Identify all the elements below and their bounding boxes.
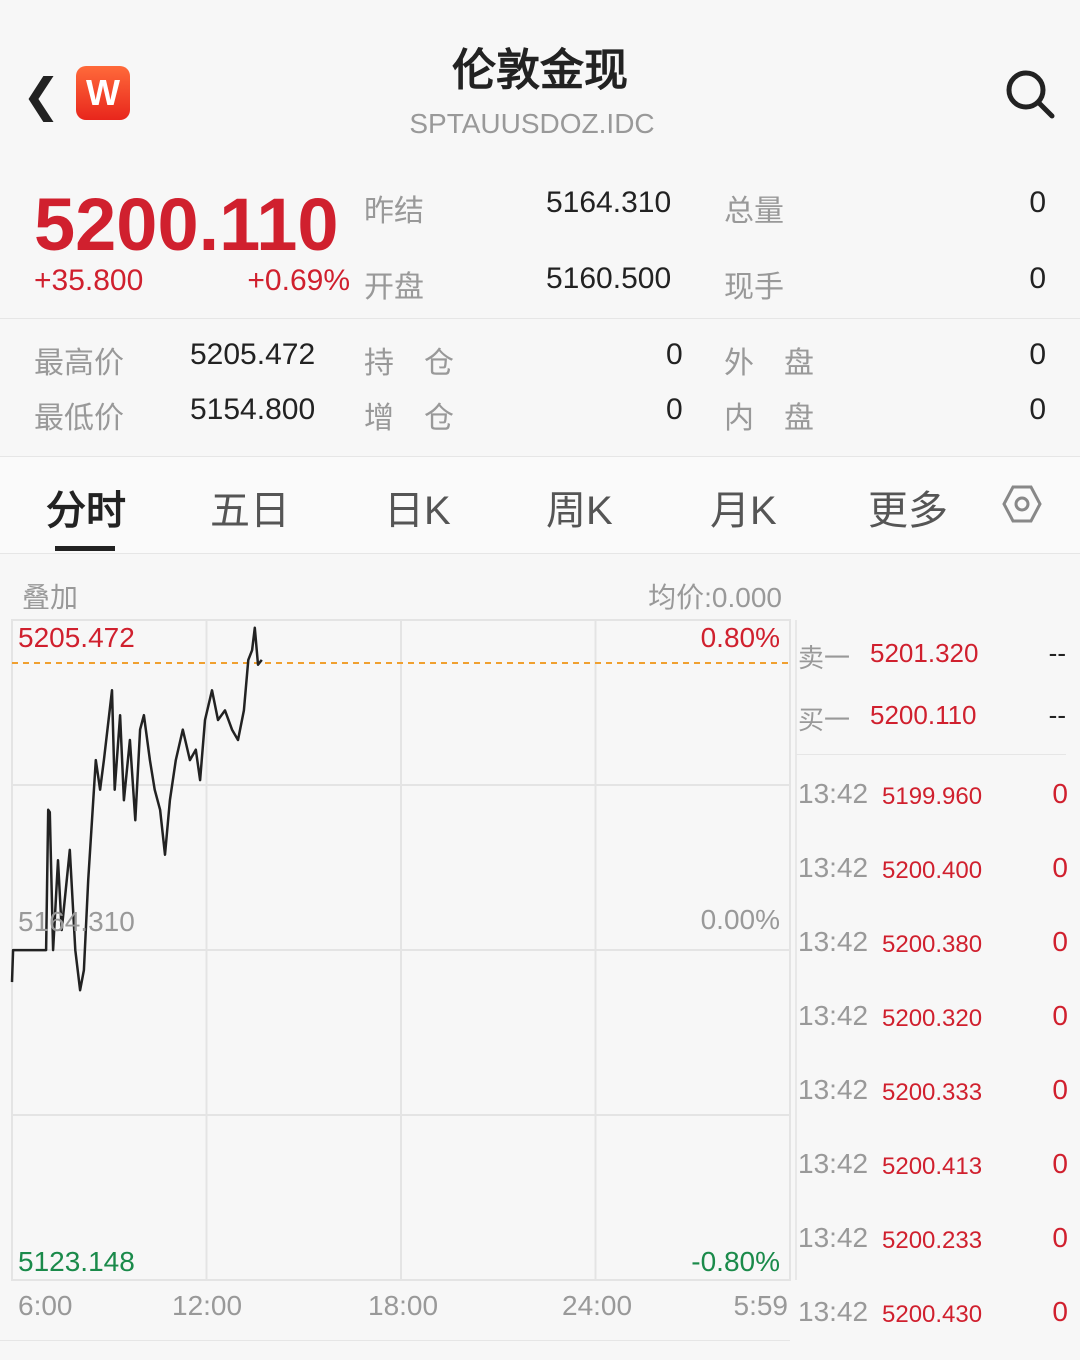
- tick-time: 13:42: [798, 1148, 869, 1179]
- ask1-price: 5201.320: [870, 638, 979, 668]
- symbol-code: SPTAUUSDOZ.IDC: [409, 108, 655, 139]
- low-label: 最低价: [34, 402, 124, 435]
- tick-volume: 0: [1052, 1000, 1068, 1031]
- low-value: 5154.800: [190, 393, 316, 426]
- tick-time: 13:42: [798, 926, 869, 957]
- bid1-price: 5200.110: [870, 700, 977, 730]
- inner-value: 0: [1029, 393, 1046, 426]
- overlay-button[interactable]: 叠加: [22, 582, 79, 613]
- high-value: 5205.472: [190, 338, 316, 371]
- volume-label: 总量: [724, 195, 784, 228]
- tick-volume: 0: [1052, 852, 1068, 883]
- prev-close-label: 昨结: [364, 195, 424, 228]
- tick-time: 13:42: [798, 1222, 869, 1253]
- ask1-label: 卖一: [798, 643, 851, 673]
- high-label: 最高价: [34, 347, 124, 380]
- cur-hand-value: 0: [1029, 262, 1046, 295]
- tab-five-day[interactable]: 五日: [210, 489, 290, 533]
- tick-price: 5200.400: [882, 857, 983, 884]
- app-logo: W: [76, 66, 130, 120]
- tick-price: 5200.333: [882, 1079, 983, 1106]
- bid1-label: 买一: [798, 705, 851, 735]
- x-tick: 5:59: [733, 1290, 789, 1321]
- search-icon[interactable]: [1004, 68, 1056, 120]
- tick-price: 5200.320: [882, 1005, 983, 1032]
- tick-volume: 0: [1052, 1074, 1068, 1105]
- price-line: [10, 626, 263, 992]
- tab-monthly-k[interactable]: 月K: [710, 489, 777, 533]
- tick-volume: 0: [1052, 1148, 1068, 1179]
- tab-weekly-k[interactable]: 周K: [546, 489, 613, 533]
- tab-more[interactable]: 更多: [868, 489, 948, 533]
- page-title: 伦敦金现: [452, 46, 628, 95]
- price-change: +35.800: [34, 264, 144, 297]
- outer-label: 外 盘: [724, 347, 814, 380]
- last-price: 5200.110: [34, 183, 339, 266]
- tab-bar: [0, 456, 1080, 554]
- outer-value: 0: [1029, 338, 1046, 371]
- tick-time: 13:42: [798, 1296, 869, 1327]
- divider: [0, 1340, 790, 1341]
- x-tick: 6:00: [18, 1290, 73, 1321]
- price-change-pct: +0.69%: [247, 264, 350, 297]
- cur-hand-label: 现手: [724, 271, 784, 304]
- y-label-prev-close: 5164.310: [18, 906, 135, 937]
- tick-time: 13:42: [798, 852, 869, 883]
- tick-volume: 0: [1052, 778, 1068, 809]
- oi-change-value: 0: [666, 393, 683, 426]
- x-tick: 24:00: [562, 1290, 633, 1321]
- settings-icon[interactable]: [1002, 484, 1042, 524]
- open-interest-value: 0: [666, 338, 683, 371]
- open-interest-label: 持 仓: [364, 347, 454, 380]
- tick-price: 5199.960: [882, 783, 983, 810]
- tick-time: 13:42: [798, 1000, 869, 1031]
- pct-label-high: 0.80%: [700, 622, 780, 653]
- y-label-high: 5205.472: [18, 622, 135, 653]
- tick-volume: 0: [1052, 1296, 1068, 1327]
- tick-time: 13:42: [798, 778, 869, 809]
- y-label-low: 5123.148: [18, 1246, 135, 1277]
- bid1-volume: --: [1048, 700, 1066, 730]
- tab-daily-k[interactable]: 日K: [384, 489, 451, 533]
- tick-time: 13:42: [798, 1074, 869, 1105]
- oi-change-label: 增 仓: [364, 402, 454, 435]
- ask1-volume: --: [1048, 638, 1066, 668]
- avg-price: 均价:0.000: [648, 582, 782, 613]
- tick-price: 5200.233: [882, 1227, 983, 1254]
- prev-close-value: 5164.310: [546, 186, 672, 219]
- tick-price: 5200.380: [882, 931, 983, 958]
- tick-volume: 0: [1052, 1222, 1068, 1253]
- pct-label-mid: 0.00%: [700, 904, 780, 935]
- open-value: 5160.500: [546, 262, 672, 295]
- tick-price: 5200.413: [882, 1153, 983, 1180]
- x-tick: 18:00: [368, 1290, 439, 1321]
- pct-label-low: -0.80%: [691, 1246, 780, 1277]
- open-label: 开盘: [364, 271, 424, 304]
- volume-value: 0: [1029, 186, 1046, 219]
- tick-volume: 0: [1052, 926, 1068, 957]
- active-tab-indicator: [55, 546, 115, 551]
- inner-label: 内 盘: [724, 402, 814, 435]
- back-icon[interactable]: ❮: [22, 69, 61, 121]
- tab-intraday[interactable]: 分时: [46, 489, 126, 533]
- tick-price: 5200.430: [882, 1301, 983, 1328]
- x-tick: 12:00: [172, 1290, 243, 1321]
